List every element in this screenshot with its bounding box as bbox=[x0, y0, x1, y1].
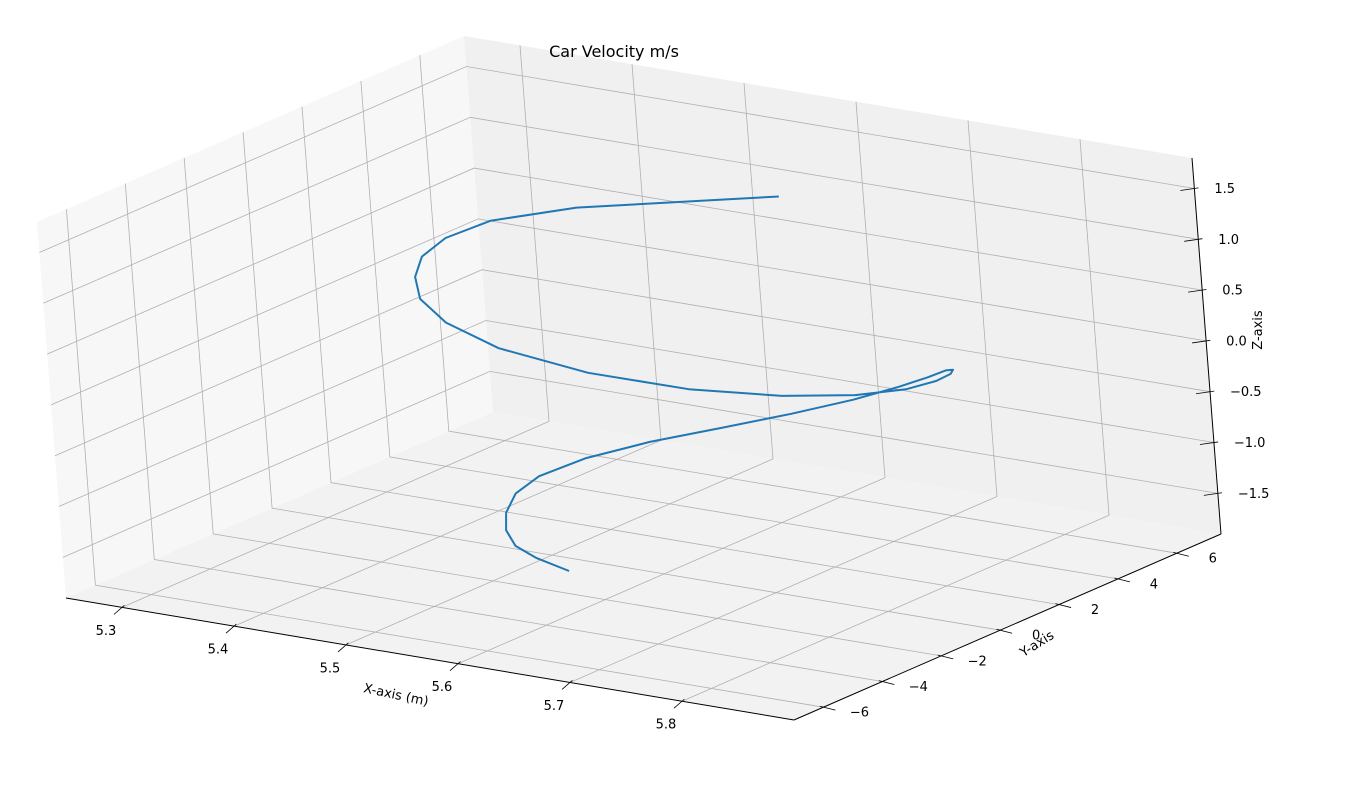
y-grid-line bbox=[66, 209, 824, 708]
z-grid-line bbox=[39, 66, 1195, 253]
x-tick-label: 5.8 bbox=[656, 718, 677, 733]
z-tick-label: −0.5 bbox=[1230, 385, 1262, 400]
y-tick-label: −6 bbox=[850, 706, 869, 721]
tick-marks bbox=[113, 187, 1223, 711]
floor-pane bbox=[66, 412, 1221, 720]
y-grid-line bbox=[242, 132, 1001, 631]
grid-lines bbox=[39, 45, 1218, 708]
z-tick bbox=[1184, 238, 1203, 242]
z-tick-label: −1.5 bbox=[1238, 487, 1270, 502]
back-pane bbox=[464, 36, 1221, 534]
z-grid-line bbox=[54, 269, 1211, 457]
z-tick-label: 0.0 bbox=[1226, 334, 1247, 349]
tick-labels: 5.3 5.4 5.5 5.6 5.7 5.8 −6 −4 −2 0 2 4 6 −1.5 −1.0 −0.5… bbox=[96, 182, 1270, 733]
series-line bbox=[414, 195, 954, 572]
y-grid-line bbox=[124, 183, 883, 682]
left-pane bbox=[37, 36, 493, 598]
y-tick bbox=[819, 705, 836, 711]
x-grid-line bbox=[457, 101, 886, 665]
z-axis-line bbox=[1191, 157, 1222, 535]
x-tick bbox=[337, 642, 349, 653]
x-tick-label: 5.5 bbox=[320, 661, 341, 676]
y-tick bbox=[937, 654, 954, 660]
z-grid-line bbox=[58, 320, 1214, 507]
y-grid-line bbox=[419, 55, 1177, 554]
z-tick-label: −1.0 bbox=[1234, 436, 1266, 451]
z-tick bbox=[1192, 339, 1211, 344]
x-tick-label: 5.6 bbox=[432, 680, 453, 695]
z-tick bbox=[1203, 492, 1223, 496]
chart-title: Car Velocity m/s bbox=[549, 42, 679, 61]
x-grid-line bbox=[121, 45, 550, 608]
z-tick-label: 1.5 bbox=[1214, 182, 1235, 197]
y-tick bbox=[1114, 577, 1131, 583]
x-tick bbox=[449, 661, 461, 671]
x-tick bbox=[561, 680, 573, 690]
z-axis-label: Z-axis bbox=[1251, 310, 1266, 350]
y-grid-line bbox=[183, 157, 942, 657]
y-tick bbox=[1055, 603, 1072, 608]
z-grid-line bbox=[43, 116, 1199, 304]
y-tick-label: 2 bbox=[1091, 603, 1099, 618]
z-tick bbox=[1199, 441, 1219, 445]
z-grid-line bbox=[50, 218, 1207, 406]
y-tick bbox=[1173, 551, 1189, 557]
x-tick bbox=[225, 623, 237, 634]
x-axis-line bbox=[65, 597, 795, 721]
y-tick-label: 6 bbox=[1209, 552, 1217, 567]
z-tick bbox=[1188, 289, 1207, 293]
y-tick bbox=[878, 680, 895, 685]
z-tick bbox=[1180, 187, 1199, 191]
z-grid-line bbox=[62, 370, 1218, 558]
y-grid-line bbox=[360, 80, 1118, 580]
y-tick-label: −2 bbox=[968, 654, 987, 669]
z-tick-label: 1.0 bbox=[1218, 233, 1239, 248]
x-grid-line bbox=[681, 139, 1110, 702]
x-axis-label: X-axis (m) bbox=[362, 681, 430, 709]
y-tick-label: 0 bbox=[1032, 629, 1040, 644]
x-tick bbox=[113, 604, 125, 615]
y-axis-line bbox=[793, 533, 1222, 721]
axis-lines bbox=[65, 157, 1222, 721]
x-grid-line bbox=[345, 82, 774, 646]
series-layer bbox=[414, 195, 954, 572]
z-grid-line bbox=[47, 167, 1203, 355]
x-tick-label: 5.3 bbox=[96, 624, 117, 639]
y-tick-label: −4 bbox=[909, 680, 928, 695]
y-grid-line bbox=[301, 106, 1060, 605]
axes-panes bbox=[37, 36, 1221, 720]
y-tick-label: 4 bbox=[1150, 577, 1158, 592]
x-grid-line bbox=[569, 120, 998, 683]
z-tick bbox=[1195, 390, 1215, 395]
y-tick bbox=[996, 628, 1013, 634]
z-tick-label: 0.5 bbox=[1222, 284, 1243, 299]
x-tick-label: 5.7 bbox=[544, 699, 565, 714]
x-tick-label: 5.4 bbox=[208, 643, 229, 658]
x-tick bbox=[673, 698, 685, 709]
